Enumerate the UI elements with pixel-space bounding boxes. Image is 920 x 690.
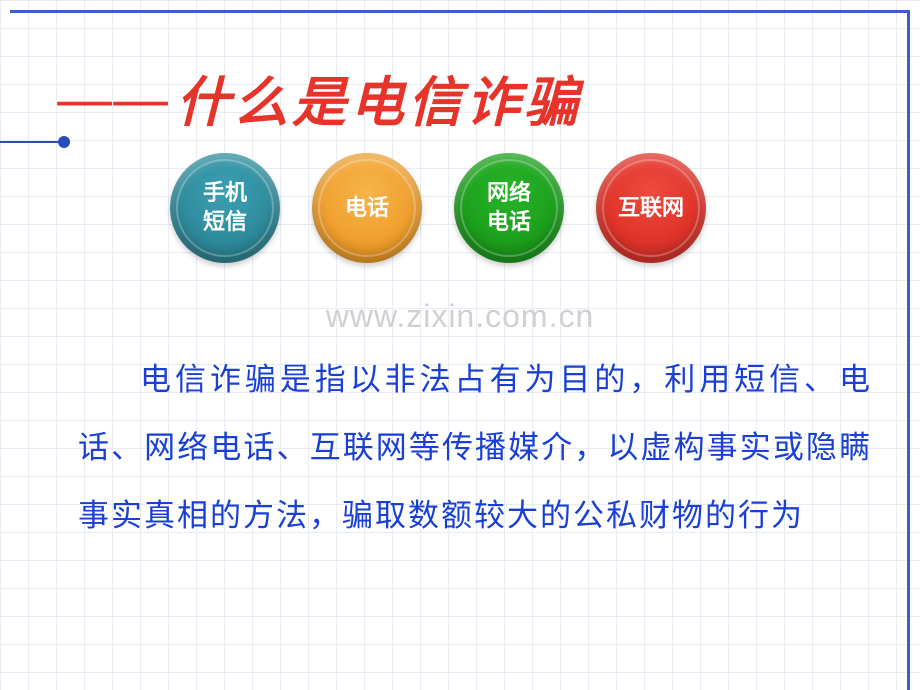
circle-voip: 网络 电话 <box>454 153 564 263</box>
border-top <box>10 10 910 13</box>
circle-label-line2: 电话 <box>487 208 531 237</box>
circle-label-line2: 短信 <box>203 208 247 237</box>
border-right <box>907 10 910 690</box>
title-text: 什么是电信诈骗 <box>176 58 582 137</box>
circle-label-line1: 电话 <box>345 194 389 223</box>
title-dash: —— <box>58 67 170 129</box>
watermark-text: www.zixin.com.cn <box>326 298 595 335</box>
title-accent-dot <box>58 136 70 148</box>
category-circles: 手机 短信 电话 网络 电话 互联网 <box>170 153 706 263</box>
slide-title: —— 什么是电信诈骗 <box>58 58 582 137</box>
circle-label-line1: 手机 <box>203 179 247 208</box>
body-paragraph: 电信诈骗是指以非法占有为目的，利用短信、电话、网络电话、互联网等传播媒介，以虚构… <box>78 346 872 551</box>
title-accent-line <box>0 141 60 143</box>
circle-label-line1: 网络 <box>487 179 531 208</box>
circle-label-line1: 互联网 <box>618 194 684 223</box>
circle-phone: 电话 <box>312 153 422 263</box>
circle-internet: 互联网 <box>596 153 706 263</box>
circle-sms: 手机 短信 <box>170 153 280 263</box>
